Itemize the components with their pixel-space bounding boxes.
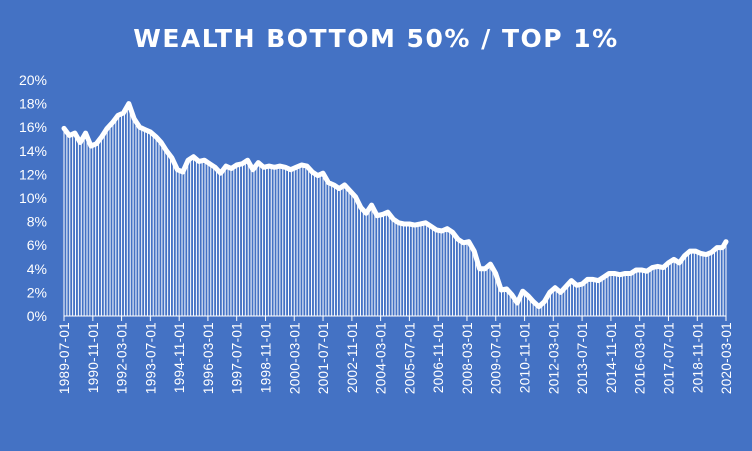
x-tick-label: 2001-07-01 [316,322,331,394]
y-tick-label: 4% [27,261,47,277]
y-tick-label: 12% [19,166,47,182]
y-tick-label: 0% [27,308,47,324]
x-tick-label: 1993-07-01 [143,322,158,394]
y-tick-label: 10% [19,190,47,206]
x-tick-label: 2017-07-01 [661,322,676,394]
x-tick-label: 2000-03-01 [287,322,302,394]
y-tick-label: 14% [19,143,47,159]
x-tick-label: 2014-11-01 [604,322,619,393]
y-tick-label: 6% [27,237,47,253]
x-tick-label: 1989-07-01 [57,322,72,394]
x-tick-label: 2020-03-01 [719,322,734,394]
x-tick-label: 2010-11-01 [518,322,533,393]
y-tick-label: 16% [19,119,47,135]
y-tick-label: 8% [27,214,47,230]
y-tick-label: 18% [19,96,47,112]
chart-title: WEALTH BOTTOM 50% / TOP 1% [133,24,618,53]
area-fill-lines [63,106,727,316]
x-tick-label: 1996-03-01 [201,322,216,394]
y-tick-label: 2% [27,284,47,300]
y-tick-label: 20% [19,72,47,88]
x-tick-label: 1997-07-01 [230,322,245,394]
x-tick-label: 1994-11-01 [172,322,187,393]
x-tick-label: 1992-03-01 [115,322,130,394]
x-tick-label: 1990-11-01 [86,322,101,393]
x-tick-label: 2013-07-01 [575,322,590,394]
x-tick-label: 2006-11-01 [431,322,446,393]
y-axis: 0% 2% 4% 6% 8% 10% 12% 14% 16% 18% 20% [19,72,47,324]
x-tick-label: 2002-11-01 [345,322,360,393]
x-tick-label: 2016-03-01 [633,322,648,394]
x-tick-label: 2018-11-01 [690,322,705,393]
x-tick-label: 2004-03-01 [374,322,389,394]
x-tick-label: 2008-03-01 [460,322,475,394]
x-tick-label: 2009-07-01 [489,322,504,394]
x-axis: 1989-07-01 1990-11-01 1992-03-01 1993-07-01… [57,316,734,394]
x-tick-label: 2012-03-01 [546,322,561,394]
x-tick-label: 1998-11-01 [259,322,274,393]
x-tick-label: 2005-07-01 [402,322,417,394]
series-line [61,101,729,310]
